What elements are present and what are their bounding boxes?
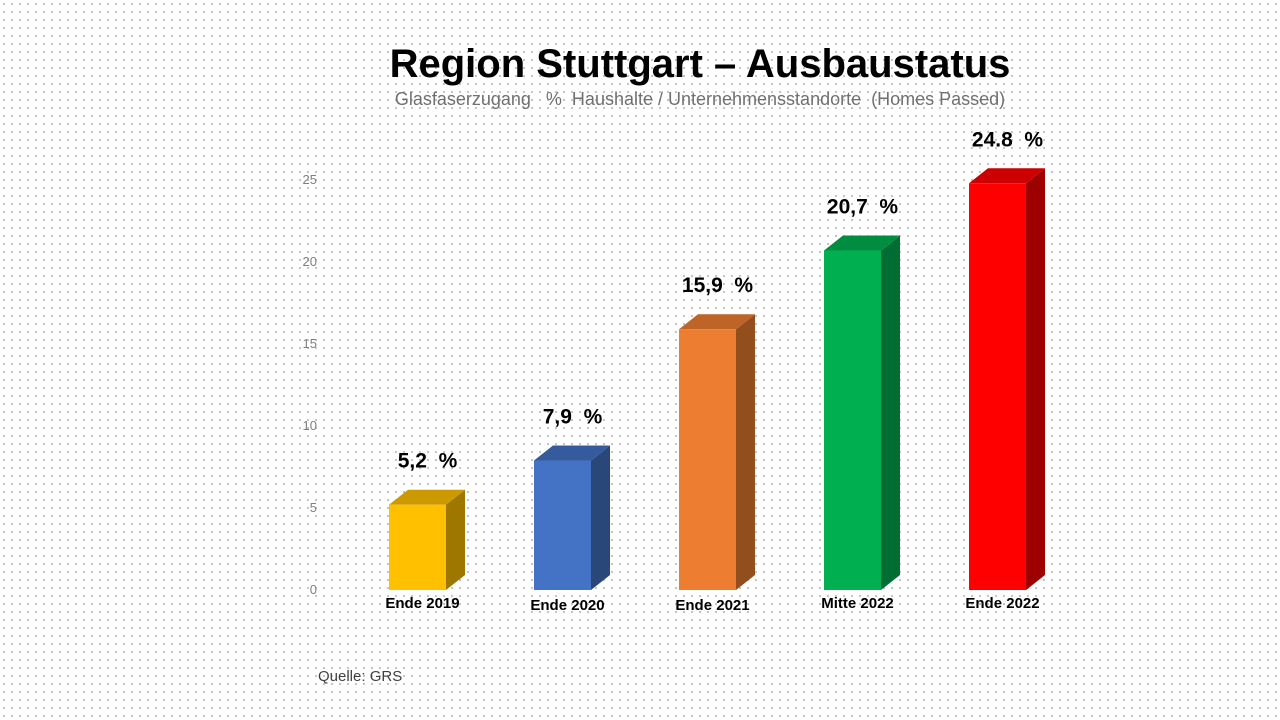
bar xyxy=(534,445,610,590)
bar-side xyxy=(591,445,610,590)
bar-side xyxy=(446,489,465,590)
y-tick-label: 20 xyxy=(303,254,317,269)
bar-side xyxy=(881,235,900,590)
chart-subtitle: Glasfaserzugang % Haushalte / Unternehme… xyxy=(394,89,1006,109)
y-axis: 0 5 10 15 20 25 xyxy=(303,172,317,597)
x-tick-label: Ende 2019 xyxy=(385,595,459,612)
bar xyxy=(969,168,1045,590)
bar xyxy=(389,489,465,590)
x-axis: Ende 2019 Ende 2020 Ende 2021 Mitte 2022 End… xyxy=(385,595,1039,614)
y-tick-label: 5 xyxy=(310,500,317,515)
bar-top xyxy=(534,445,610,461)
bar-side xyxy=(736,314,755,590)
x-tick-label: Ende 2020 xyxy=(530,597,604,614)
data-labels: 5,2 % 7,9 % 15,9 % 20,7 % 24.8 % xyxy=(398,128,1044,472)
bar xyxy=(679,314,755,590)
bar-front xyxy=(389,504,446,590)
x-tick-label: Ende 2021 xyxy=(675,597,749,614)
chart-title: Region Stuttgart – Ausbaustatus xyxy=(389,42,1011,86)
x-tick-label: Ende 2022 xyxy=(965,595,1039,612)
data-label: 5,2 % xyxy=(398,450,458,473)
y-tick-label: 15 xyxy=(303,336,317,351)
bar xyxy=(824,235,900,590)
bar-front xyxy=(824,250,881,590)
x-tick-label: Mitte 2022 xyxy=(821,595,894,612)
bar-side xyxy=(1026,168,1045,590)
y-tick-label: 10 xyxy=(303,418,317,433)
data-label: 7,9 % xyxy=(543,405,603,428)
bar-front xyxy=(679,329,736,590)
y-tick-label: 0 xyxy=(310,582,317,597)
bar-top xyxy=(969,168,1045,184)
bar-top xyxy=(679,314,755,330)
bar-front xyxy=(969,183,1026,590)
y-tick-label: 25 xyxy=(303,172,317,187)
bar-top xyxy=(824,235,900,251)
bar-series xyxy=(389,168,1045,590)
source-note: Quelle: GRS xyxy=(318,668,403,685)
bar-top xyxy=(389,489,465,505)
data-label: 24.8 % xyxy=(972,128,1044,151)
data-label: 20,7 % xyxy=(827,196,899,219)
bar-front xyxy=(534,460,591,590)
data-label: 15,9 % xyxy=(682,274,754,297)
